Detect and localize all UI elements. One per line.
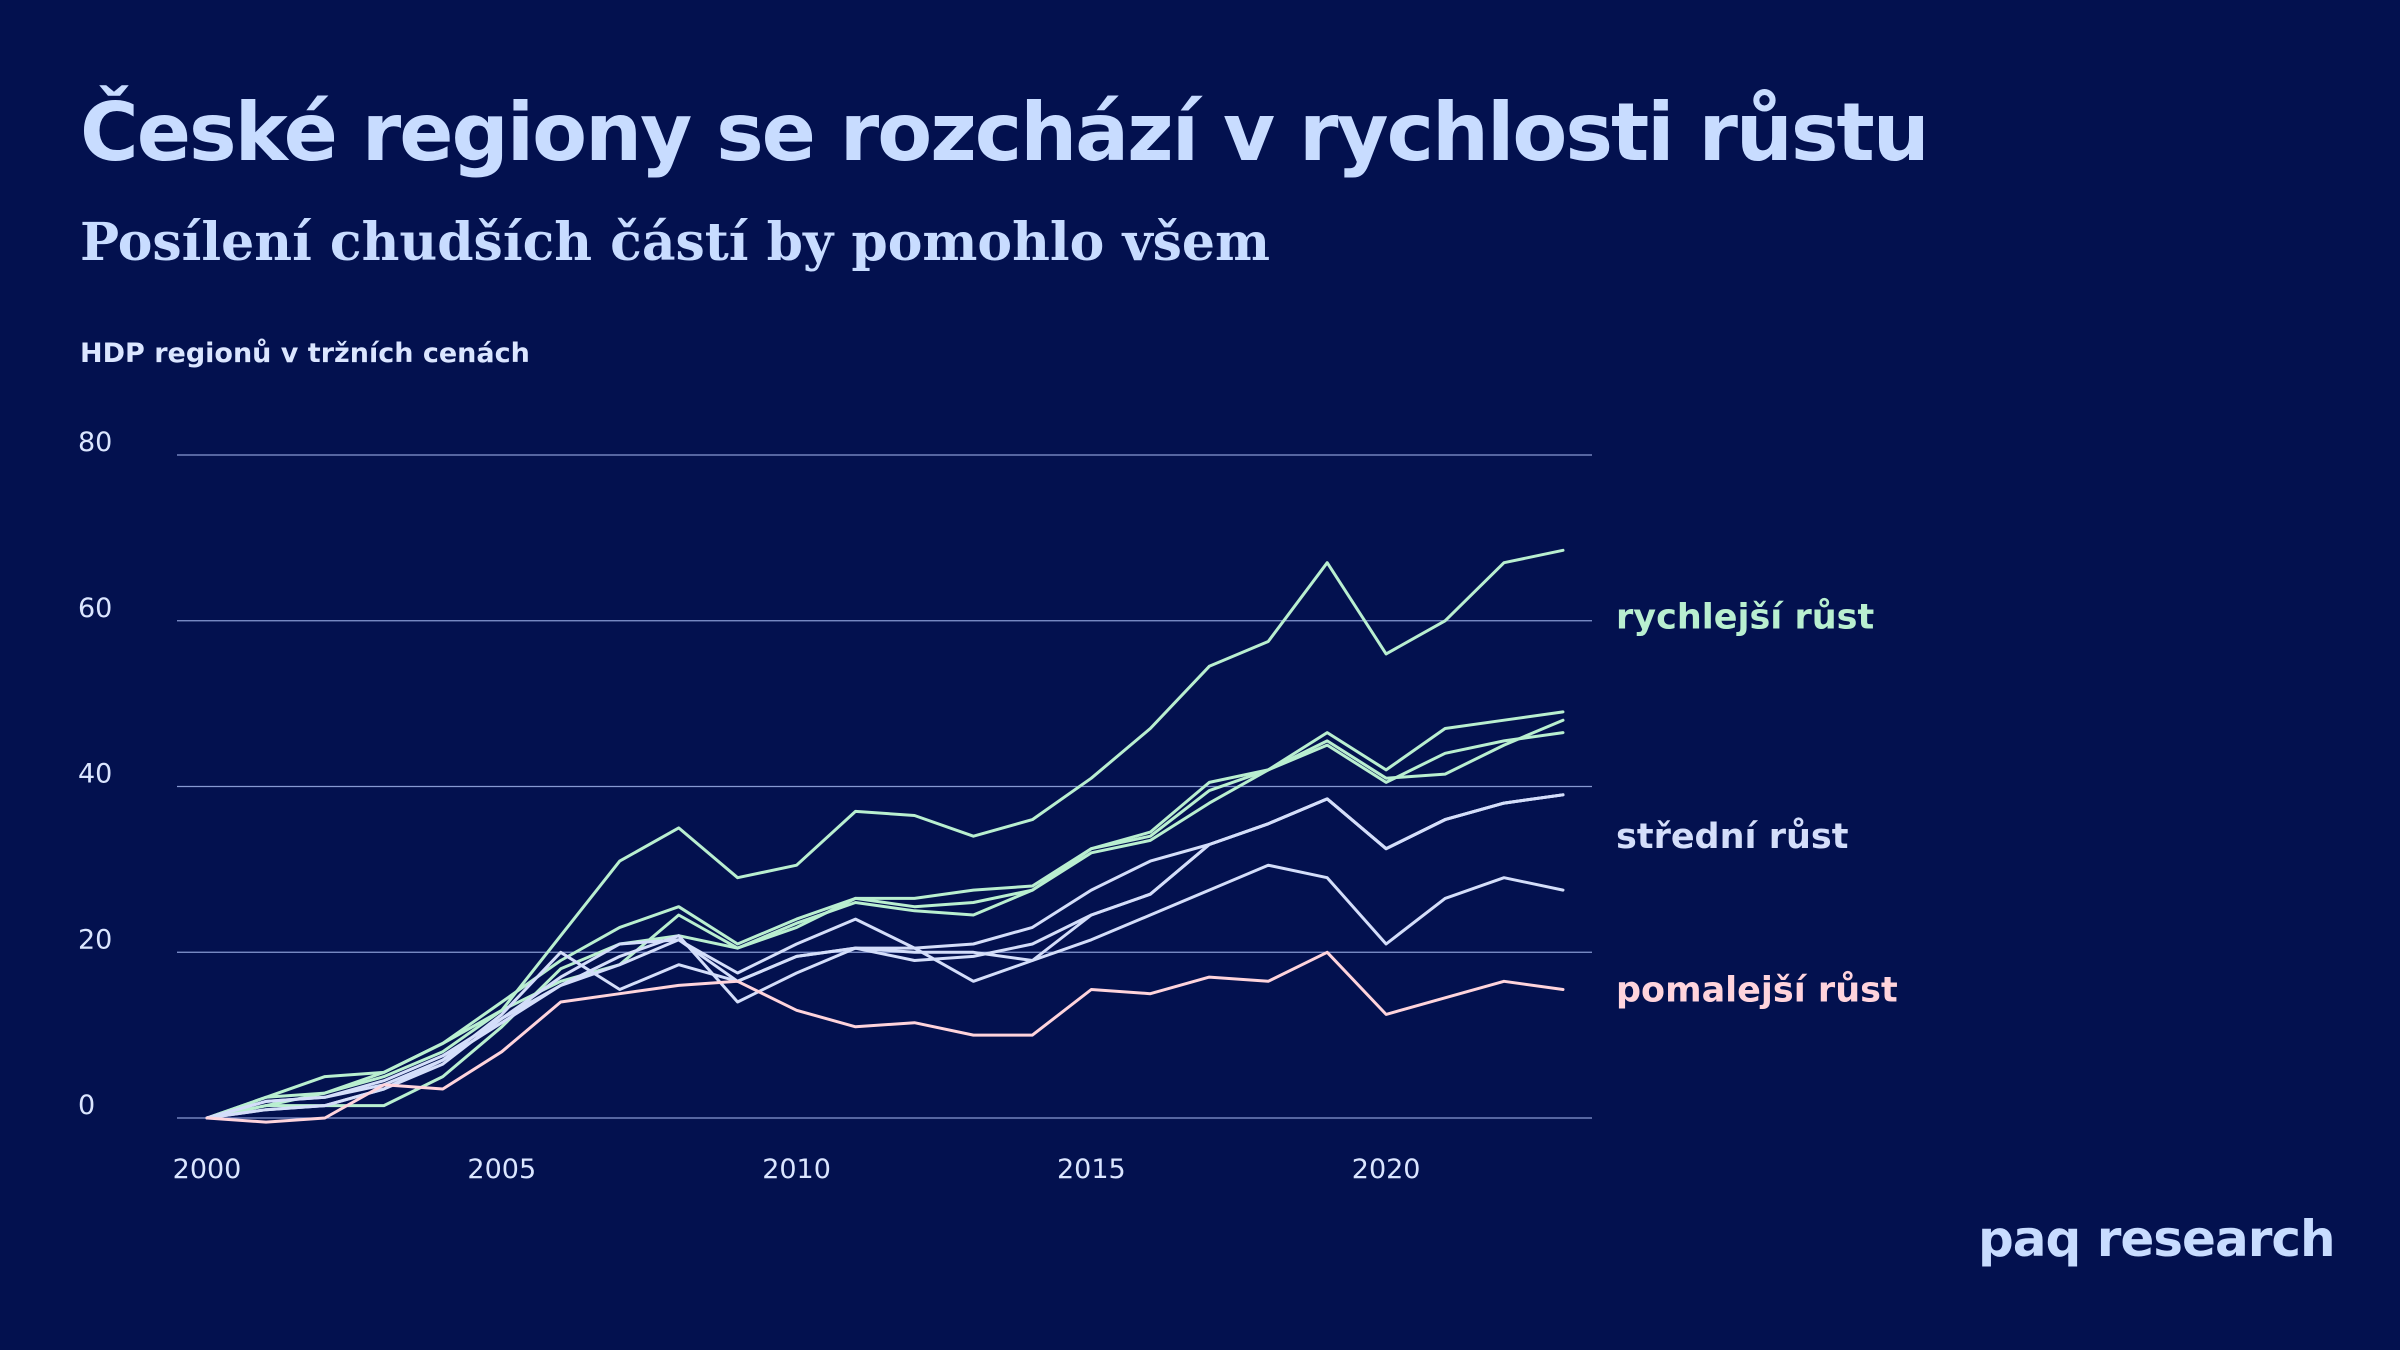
series-line-fast-4 [205, 718, 1565, 1120]
x-tick-label: 2010 [762, 1154, 831, 1185]
y-tick-label: 20 [78, 924, 112, 955]
y-tick-label: 0 [78, 1090, 95, 1121]
y-axis-title: HDP regionů v tržních cenách [80, 338, 530, 369]
page-subtitle: Posílení chudších částí by pomohlo všem [80, 212, 1271, 273]
series-line-medium-5 [205, 793, 1565, 1120]
series-line-medium-7 [205, 793, 1565, 1120]
series-line-fast-1 [205, 548, 1565, 1120]
y-tick-label: 40 [78, 759, 112, 790]
brand-logo: paq research [1978, 1210, 2336, 1268]
x-tick-label: 2015 [1057, 1154, 1126, 1185]
y-tick-label: 80 [78, 427, 112, 458]
x-tick-label: 2000 [173, 1154, 242, 1185]
group-label-fast: rychlejší růst [1616, 597, 1874, 638]
group-label-medium: střední růst [1616, 816, 1848, 857]
grid-lines [177, 454, 1592, 1119]
y-tick-label: 60 [78, 593, 112, 624]
x-tick-label: 2005 [467, 1154, 536, 1185]
x-tick-label: 2020 [1352, 1154, 1421, 1185]
series-lines [205, 548, 1565, 1124]
page-title: České regiony se rozchází v rychlosti rů… [80, 86, 1930, 179]
group-label-slow: pomalejší růst [1616, 970, 1898, 1011]
series-line-fast-3 [205, 731, 1565, 1120]
group-labels: rychlejší růst střední růst pomalejší růst [1616, 597, 1898, 1011]
series-line-medium-8 [205, 863, 1565, 1120]
series-line-slow-9 [205, 950, 1565, 1124]
y-tick-labels: 0 20 40 60 80 [78, 427, 112, 1121]
x-tick-labels: 2000 2005 2010 2015 2020 [173, 1154, 1421, 1185]
